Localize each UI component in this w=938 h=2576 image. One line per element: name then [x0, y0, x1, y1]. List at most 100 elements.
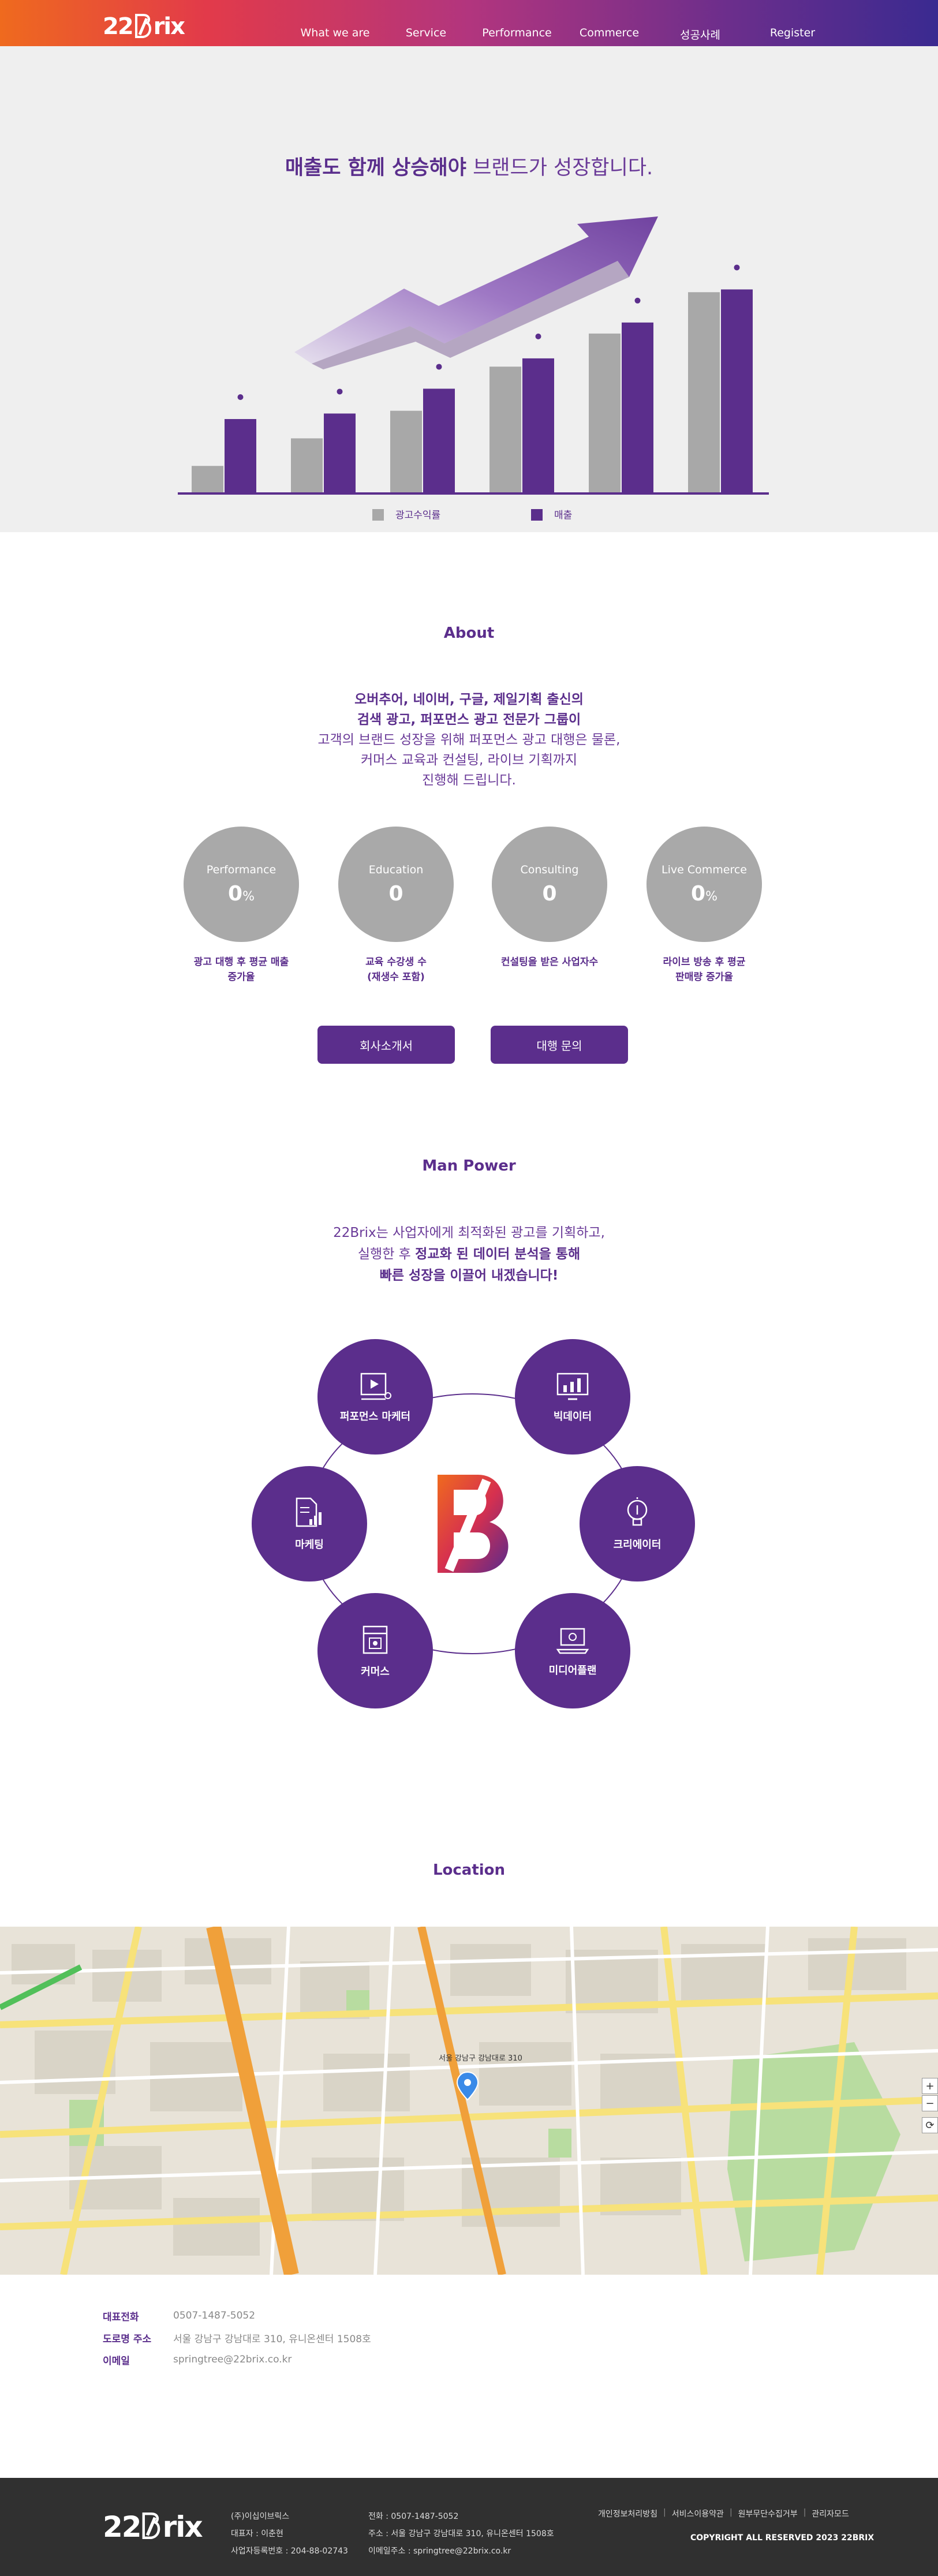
about-line-1: 오버추어, 네이버, 구글, 제일기획 출신의 — [354, 692, 584, 707]
stat-circle: Performance 0% — [184, 827, 299, 942]
stat-circle: Education 0 — [338, 827, 454, 942]
logo-prefix: 22 — [103, 13, 134, 40]
document-chart-icon — [296, 1497, 322, 1527]
manpower-line-2: 실행한 후 정교화 된 데이터 분석을 통해 — [357, 1247, 581, 1262]
legend-ad-label: 광고수익률 — [395, 510, 440, 521]
about-description: 오버추어, 네이버, 구글, 제일기획 출신의 검색 광고, 퍼포먼스 광고 전… — [0, 690, 938, 791]
growth-chart: 광고수익률 매출 — [178, 216, 769, 521]
bar-sales-3 — [423, 388, 455, 493]
nav-register[interactable]: Register — [769, 27, 816, 39]
brand-b-icon — [438, 1475, 509, 1573]
footer-contact-info: 전화 : 0507-1487-5052 주소 : 서울 강남구 강남대로 310… — [368, 2508, 554, 2560]
manpower-description: 22Brix는 사업자에게 최적화된 광고를 기획하고, 실행한 후 정교화 된… — [0, 1222, 938, 1287]
footer-links: 개인정보처리방침 | 서비스이용약관 | 원부무단수집거부 | 관리자모드 — [598, 2508, 849, 2519]
bar-sales-2 — [324, 413, 356, 493]
bar-ad-4 — [489, 367, 521, 493]
nav-success-cases[interactable]: 성공사례 — [680, 29, 720, 42]
stat-value: 0% — [691, 881, 717, 906]
company-intro-button[interactable]: 회사소개서 — [317, 1026, 455, 1064]
location-map[interactable]: 서울 강남구 강남대로 310 + − ⟳ — [0, 1927, 938, 2275]
location-marker-icon — [456, 2071, 479, 2101]
bar-sales-1 — [225, 419, 256, 493]
node-label: 커머스 — [361, 1666, 390, 1678]
footer-biz-no: 사업자등록번호 : 204-88-02743 — [231, 2547, 348, 2556]
node-big-data: 빅데이터 — [515, 1339, 630, 1455]
logo-b-mark-icon — [134, 14, 152, 38]
footer-ceo: 대표자 : 이춘현 — [231, 2529, 283, 2538]
map-canvas: 서울 강남구 강남대로 310 — [0, 1927, 938, 2275]
hero-title: 매출도 함께 상승해야 브랜드가 성장합니다. — [0, 151, 938, 181]
hero-section: 매출도 함께 상승해야 브랜드가 성장합니다. 광고수익률 매출 — [0, 46, 938, 532]
marker-label: 서울 강남구 강남대로 310 — [439, 2054, 522, 2063]
map-reset-icon[interactable]: ⟳ — [922, 2117, 938, 2133]
stat-desc: 라이브 방송 후 평균 판매량 증가율 — [663, 956, 746, 983]
nav-commerce[interactable]: Commerce — [579, 27, 640, 39]
brand-logo[interactable]: 22 rix — [103, 9, 185, 40]
location-title: Location — [432, 1861, 506, 1879]
node-media-plan: 미디어플랜 — [515, 1593, 630, 1708]
sales-marker-4 — [535, 333, 541, 339]
footer-company-info: (주)이십이브릭스 대표자 : 이춘현 사업자등록번호 : 204-88-027… — [231, 2508, 348, 2560]
nav-performance[interactable]: Performance — [482, 27, 552, 39]
contact-address-row: 도로명 주소 서울 강남구 강남대로 310, 유니온센터 1508호 — [103, 2327, 371, 2349]
contact-address-value: 서울 강남구 강남대로 310, 유니온센터 1508호 — [173, 2333, 371, 2345]
contact-phone-label: 대표전화 — [103, 2311, 139, 2323]
stat-circle: Consulting 0 — [492, 827, 607, 942]
stat-label: Live Commerce — [662, 863, 747, 876]
bar-ad-6 — [688, 292, 720, 493]
contact-email-value[interactable]: springtree@22brix.co.kr — [173, 2354, 292, 2365]
footer-tel: 전화 : 0507-1487-5052 — [368, 2512, 459, 2521]
footer-logo-prefix: 22 — [103, 2510, 142, 2544]
hero-title-bold: 매출도 함께 상승해야 — [285, 156, 466, 180]
node-commerce: 커머스 — [317, 1593, 433, 1708]
growth-arrow-shadow — [312, 261, 629, 369]
growth-arrow — [294, 216, 658, 364]
footer-logo-b-icon — [142, 2513, 160, 2539]
about-line-2: 검색 광고, 퍼포먼스 광고 전문가 그룹이 — [357, 712, 581, 727]
stat-desc: 교육 수강생 수 (재생수 포함) — [365, 956, 427, 983]
stat-value: 0 — [388, 881, 403, 906]
stat-circle: Live Commerce 0% — [646, 827, 762, 942]
stat-label: Performance — [206, 863, 276, 876]
stat-desc: 광고 대행 후 평균 매출 증가율 — [193, 956, 289, 983]
footer-link-email-refusal[interactable]: 원부무단수집거부 — [738, 2510, 798, 2519]
stat-value: 0% — [228, 881, 255, 906]
agency-inquiry-button[interactable]: 대행 문의 — [491, 1026, 628, 1064]
stat-label: Consulting — [520, 863, 579, 876]
stat-consulting: Consulting 0 컨설팅을 받은 사업자수 — [492, 827, 607, 970]
about-line-4: 커머스 교육과 컨설팅, 라이브 기획까지 — [360, 753, 578, 768]
stat-desc: 컨설팅을 받은 사업자수 — [500, 956, 599, 968]
node-label: 퍼포먼스 마케터 — [339, 1411, 411, 1423]
monitor-chart-icon — [556, 1373, 589, 1400]
footer-email: 이메일주소 : springtree@22brix.co.kr — [368, 2547, 511, 2556]
contact-phone-value[interactable]: 0507-1487-5052 — [173, 2310, 256, 2321]
footer-logo[interactable]: 22 rix — [103, 2510, 203, 2544]
map-zoom-out-button[interactable]: − — [922, 2095, 938, 2111]
sales-marker-2 — [337, 388, 343, 395]
legend-ad-swatch — [372, 509, 384, 521]
manpower-line-1: 22Brix는 사업자에게 최적화된 광고를 기획하고, — [333, 1225, 605, 1240]
contact-email-row: 이메일 springtree@22brix.co.kr — [103, 2349, 371, 2371]
footer-link-terms[interactable]: 서비스이용약관 — [671, 2510, 724, 2519]
nav-service[interactable]: Service — [405, 27, 447, 39]
map-zoom-in-button[interactable]: + — [922, 2078, 938, 2094]
main-nav: What we are Service Performance Commerce… — [287, 27, 839, 42]
bar-ad-3 — [390, 410, 422, 493]
stat-value: 0 — [542, 881, 557, 906]
manpower-diagram: 퍼포먼스 마케터 빅데이터 크리에이터 미디어플랜 — [252, 1339, 695, 1708]
sales-marker-1 — [237, 394, 244, 400]
stat-education: Education 0 교육 수강생 수 (재생수 포함) — [338, 827, 454, 985]
lightbulb-icon — [627, 1497, 648, 1526]
stat-live-commerce: Live Commerce 0% 라이브 방송 후 평균 판매량 증가율 — [646, 827, 762, 985]
legend-sales-swatch — [531, 509, 543, 521]
legend-sales-label: 매출 — [554, 510, 572, 521]
storefront-icon — [363, 1625, 388, 1654]
footer-link-privacy[interactable]: 개인정보처리방침 — [598, 2510, 658, 2519]
footer-link-admin[interactable]: 관리자모드 — [812, 2510, 849, 2519]
nav-what-we-are[interactable]: What we are — [300, 27, 370, 39]
manpower-line-3: 빠른 성장을 이끌어 내겠습니다! — [379, 1268, 559, 1283]
node-creator: 크리에이터 — [580, 1466, 695, 1582]
node-performance-marketer: 퍼포먼스 마케터 — [317, 1339, 433, 1455]
site-header: 22 rix What we are Service Performance C… — [0, 0, 938, 46]
footer-addr: 주소 : 서울 강남구 강남대로 310, 유니온센터 1508호 — [368, 2529, 554, 2538]
